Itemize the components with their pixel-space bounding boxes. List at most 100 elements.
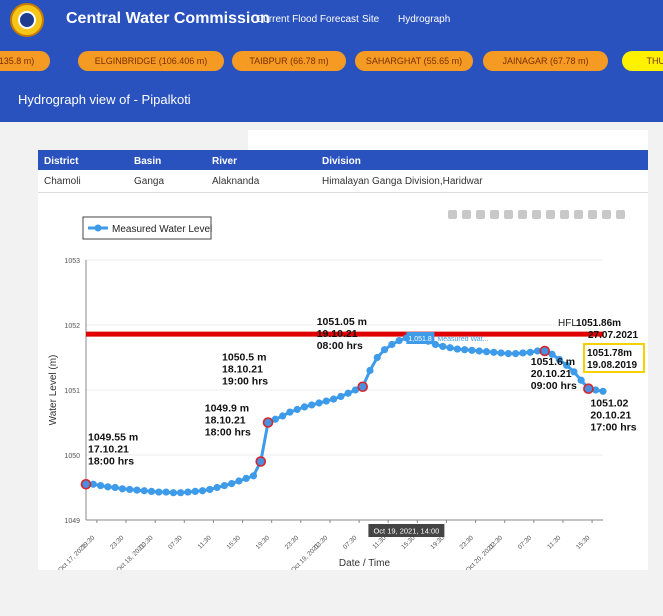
data-point[interactable] xyxy=(380,346,389,354)
data-point[interactable] xyxy=(490,348,498,356)
data-point[interactable] xyxy=(329,395,338,403)
data-point[interactable] xyxy=(453,345,461,353)
data-point[interactable] xyxy=(104,483,112,491)
data-point[interactable] xyxy=(475,347,483,355)
data-point[interactable] xyxy=(279,412,287,420)
zoom-icon[interactable] xyxy=(462,210,471,219)
data-point[interactable] xyxy=(577,376,585,384)
data-point[interactable] xyxy=(162,488,170,496)
y-tick-label: 1053 xyxy=(64,258,80,265)
data-point[interactable] xyxy=(89,480,97,488)
data-point[interactable] xyxy=(497,349,505,357)
data-point[interactable] xyxy=(512,350,520,358)
data-point[interactable] xyxy=(220,481,228,490)
zoom-in-icon[interactable] xyxy=(518,210,527,219)
data-point[interactable] xyxy=(315,399,323,407)
data-point[interactable] xyxy=(526,348,534,356)
data-point[interactable] xyxy=(592,386,600,394)
ticker-chip[interactable]: JAINAGAR (67.78 m) xyxy=(483,51,608,71)
data-point[interactable] xyxy=(111,483,119,492)
x-hover-label: Oct 19, 2021, 14:00 xyxy=(373,527,439,536)
nav-current-flood-forecast[interactable]: Current Flood Forecast xyxy=(256,14,359,25)
hover-closest-icon[interactable] xyxy=(588,210,597,219)
data-point[interactable] xyxy=(439,342,447,351)
data-point[interactable] xyxy=(155,488,163,496)
ticker-chip[interactable]: SAHARGHAT (55.65 m) xyxy=(355,51,473,71)
data-point[interactable] xyxy=(235,477,243,485)
annotation-marker[interactable] xyxy=(255,456,267,467)
data-point[interactable] xyxy=(395,337,403,345)
box-select-icon[interactable] xyxy=(490,210,499,219)
annotation-marker[interactable] xyxy=(539,345,551,357)
data-point[interactable] xyxy=(147,487,156,495)
data-point[interactable] xyxy=(461,346,469,354)
tooltip-series: Measured Wat... xyxy=(437,336,488,343)
data-point[interactable] xyxy=(249,472,258,480)
data-point[interactable] xyxy=(482,348,491,356)
data-point[interactable] xyxy=(206,485,214,494)
annotation-marker[interactable] xyxy=(357,381,369,393)
annotation-text: 18:00 hrs xyxy=(88,455,134,467)
data-point[interactable] xyxy=(293,405,301,414)
data-point[interactable] xyxy=(599,387,607,395)
plotly-logo-icon[interactable] xyxy=(616,210,625,219)
zoom-out-icon[interactable] xyxy=(532,210,541,219)
hover-compare-icon[interactable] xyxy=(602,210,611,219)
data-point[interactable] xyxy=(533,347,542,355)
data-point[interactable] xyxy=(548,350,556,358)
cwc-logo-icon[interactable] xyxy=(10,3,44,37)
data-point[interactable] xyxy=(504,350,512,358)
data-point[interactable] xyxy=(373,353,381,362)
data-point[interactable] xyxy=(177,489,185,497)
camera-icon[interactable] xyxy=(448,210,457,219)
data-point[interactable] xyxy=(351,386,360,394)
data-point[interactable] xyxy=(133,486,141,494)
data-point[interactable] xyxy=(213,483,221,492)
data-point[interactable] xyxy=(191,487,199,495)
data-point[interactable] xyxy=(198,487,207,495)
data-point[interactable] xyxy=(169,489,177,497)
data-point[interactable] xyxy=(96,481,105,490)
page-title: Hydrograph view of - Pipalkoti xyxy=(18,92,191,107)
annotation-text: 1051.6 m xyxy=(531,356,575,368)
data-point[interactable] xyxy=(140,487,148,495)
data-point[interactable] xyxy=(388,340,396,349)
ticker-chip[interactable]: ELGINBRIDGE (106.406 m) xyxy=(78,51,224,71)
x-tick-label: Oct 17, 2021 xyxy=(57,542,89,570)
data-point[interactable] xyxy=(300,403,309,411)
nav-site[interactable]: Site xyxy=(362,14,380,25)
data-point[interactable] xyxy=(286,408,294,416)
data-point[interactable] xyxy=(562,361,571,369)
data-point[interactable] xyxy=(446,344,454,352)
data-point[interactable] xyxy=(468,346,476,354)
data-point[interactable] xyxy=(228,480,236,488)
annotation-marker[interactable] xyxy=(80,478,92,490)
annotation-marker[interactable] xyxy=(262,417,274,428)
pan-icon[interactable] xyxy=(476,210,485,219)
ticker-chip[interactable]: (135.8 m) xyxy=(0,51,50,71)
app-title[interactable]: Central Water Commission xyxy=(66,10,270,27)
data-point[interactable] xyxy=(271,415,279,423)
data-point[interactable] xyxy=(555,355,563,364)
data-point[interactable] xyxy=(344,389,352,397)
autoscale-icon[interactable] xyxy=(546,210,555,219)
data-point[interactable] xyxy=(337,392,345,401)
data-point[interactable] xyxy=(118,485,127,493)
data-point[interactable] xyxy=(366,366,374,375)
data-point[interactable] xyxy=(308,401,316,409)
data-point[interactable] xyxy=(126,485,134,494)
reset-axes-icon[interactable] xyxy=(560,210,569,219)
data-point[interactable] xyxy=(322,397,330,405)
ticker-chip[interactable]: TAIBPUR (66.78 m) xyxy=(232,51,346,71)
nav-hydrograph[interactable]: Hydrograph xyxy=(398,14,451,25)
data-point[interactable] xyxy=(519,349,527,357)
data-point[interactable] xyxy=(184,488,192,496)
ticker-chip[interactable]: THUI xyxy=(622,51,663,71)
lasso-select-icon[interactable] xyxy=(504,210,513,219)
cell-basin: Ganga xyxy=(134,176,165,187)
spike-lines-icon[interactable] xyxy=(574,210,583,219)
annotation-text: 1051.05 m xyxy=(317,316,367,328)
data-point[interactable] xyxy=(570,368,578,376)
annotation-marker[interactable] xyxy=(583,383,594,394)
data-point[interactable] xyxy=(242,474,250,482)
